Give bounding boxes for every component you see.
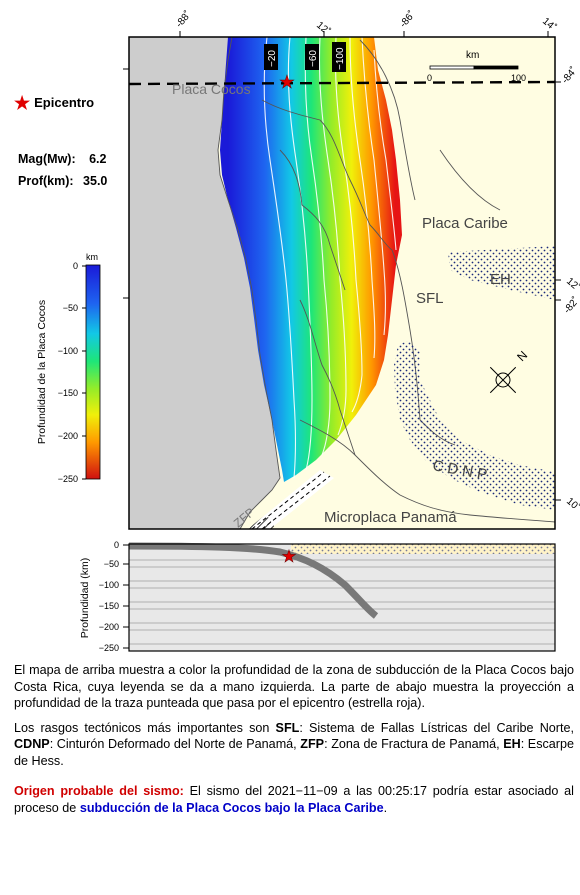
slab-profile-line bbox=[128, 542, 379, 619]
label-caribbean-plate: Placa Caribe bbox=[422, 215, 508, 232]
colorbar-tick-100: −100 bbox=[58, 346, 78, 356]
epicenter-star-icon: ★ bbox=[279, 72, 295, 92]
profile-trace-line bbox=[129, 80, 555, 86]
panama-fracture-zone bbox=[248, 470, 334, 529]
magnitude-label: Mag(Mw): bbox=[18, 152, 76, 166]
abbr-zfp: ZFP bbox=[300, 737, 325, 751]
lat-label-top-2: 14˚ bbox=[540, 15, 559, 33]
profile-tick-200: −200 bbox=[99, 622, 119, 632]
contour-label-60: −60 bbox=[308, 50, 319, 67]
text-cdnp: : Cinturón Deformado del Norte de Panamá… bbox=[49, 737, 301, 751]
label-panama-microplate: Microplaca Panamá bbox=[324, 509, 457, 526]
origin-process: subducción de la Placa Cocos bajo la Pla… bbox=[79, 800, 384, 815]
colorbar-ticks: 0 −50 −100 −150 −200 −250 bbox=[58, 261, 86, 484]
origin-text: El sismo del 2021−11−09 a las 00:25:17 p… bbox=[14, 784, 574, 815]
contour-label-boxes bbox=[264, 42, 346, 72]
scale-unit: km bbox=[466, 50, 479, 61]
contour-label-20: −20 bbox=[267, 50, 278, 67]
colorbar-tick-50: −50 bbox=[63, 303, 78, 313]
coastlines bbox=[217, 37, 555, 529]
map-frame bbox=[128, 36, 556, 530]
depth-value: 35.0 bbox=[83, 174, 108, 188]
text-eh: : Escarpe de Hess. bbox=[14, 737, 574, 768]
lon-label-2: -86˚ bbox=[397, 9, 418, 30]
magnitude-row: Mag(Mw): 6.2 bbox=[18, 152, 107, 166]
colorbar-tick-250: −250 bbox=[58, 474, 78, 484]
slab-depth-surface bbox=[220, 37, 402, 482]
text-sfl: : Sistema de Fallas Lístricas del Caribe… bbox=[299, 720, 574, 735]
depth-label: Prof(km): bbox=[18, 174, 74, 188]
caption: El mapa de arriba muestra a color la pro… bbox=[14, 662, 574, 824]
north-arrow-icon bbox=[489, 366, 517, 394]
profile-tick-0: 0 bbox=[114, 540, 119, 550]
profile-ylabel: Profundidad (km) bbox=[79, 558, 91, 639]
right-label-1: -84˚ bbox=[559, 65, 580, 86]
right-label-2: 12˚ bbox=[564, 275, 580, 293]
origin-label: Origen probable del sismo: bbox=[14, 784, 184, 798]
magnitude-value: 6.2 bbox=[89, 152, 107, 166]
abbr-sfl: SFL bbox=[275, 720, 300, 735]
caption-paragraph-2: Los rasgos tectónicos más importantes so… bbox=[14, 720, 574, 770]
right-label-3: -82˚ bbox=[561, 295, 580, 316]
colorbar-unit: km bbox=[86, 252, 98, 262]
label-hess-escarpment: EH bbox=[490, 271, 511, 288]
label-cocos-plate: Placa Cocos bbox=[172, 81, 251, 97]
scale-end: 100 bbox=[511, 73, 526, 83]
colorbar bbox=[85, 264, 101, 480]
hess-escarpment-zone bbox=[448, 246, 555, 300]
depth-profile: ★ 0 −50 −100 −150 −200 −250 Profundidad … bbox=[79, 540, 556, 653]
origin-paragraph: Origen probable del sismo: El sismo del … bbox=[14, 783, 574, 816]
abbr-eh: EH bbox=[503, 737, 521, 751]
profile-tick-150: −150 bbox=[99, 601, 119, 611]
profile-tick-250: −250 bbox=[99, 643, 119, 653]
epicenter-legend-star-icon: ★ bbox=[14, 93, 31, 113]
ocean-area bbox=[129, 37, 280, 529]
lat-label-top-1: 12˚ bbox=[314, 19, 333, 37]
label-sfl: SFL bbox=[416, 290, 444, 307]
right-label-4: 10˚ bbox=[564, 495, 580, 513]
caption-paragraph-1: El mapa de arriba muestra a color la pro… bbox=[14, 663, 574, 710]
caption-p2-intro: Los rasgos tectónicos más importantes so… bbox=[14, 720, 276, 735]
origin-end: . bbox=[383, 800, 388, 815]
cdnp-belt-zone bbox=[394, 340, 555, 510]
colorbar-tick-150: −150 bbox=[58, 388, 78, 398]
contour-label-100: −100 bbox=[335, 47, 346, 70]
epicenter-legend-label: Epicentro bbox=[34, 95, 95, 110]
profile-tick-50: −50 bbox=[104, 559, 119, 569]
abbr-cdnp: CDNP bbox=[14, 737, 50, 751]
lon-label-1: -88˚ bbox=[173, 9, 194, 30]
colorbar-tick-0: 0 bbox=[73, 261, 78, 271]
colorbar-tick-200: −200 bbox=[58, 431, 78, 441]
scale-start: 0 bbox=[427, 73, 432, 83]
epicenter-legend: ★ Epicentro bbox=[14, 93, 94, 114]
colorbar-title: Profundidad de la Placa Cocos bbox=[36, 300, 48, 444]
profile-tick-100: −100 bbox=[99, 580, 119, 590]
depth-contours bbox=[263, 37, 397, 479]
profile-epicenter-star-icon: ★ bbox=[281, 547, 296, 566]
text-zfp: : Zona de Fractura de Panamá, bbox=[324, 737, 504, 751]
map-figure: ★ -88˚ -86˚ 12˚ 14˚ -84˚ 12˚ -82˚ 10˚ −2… bbox=[36, 9, 580, 653]
depth-row: Prof(km): 35.0 bbox=[18, 174, 107, 188]
scale-bar bbox=[429, 65, 519, 70]
